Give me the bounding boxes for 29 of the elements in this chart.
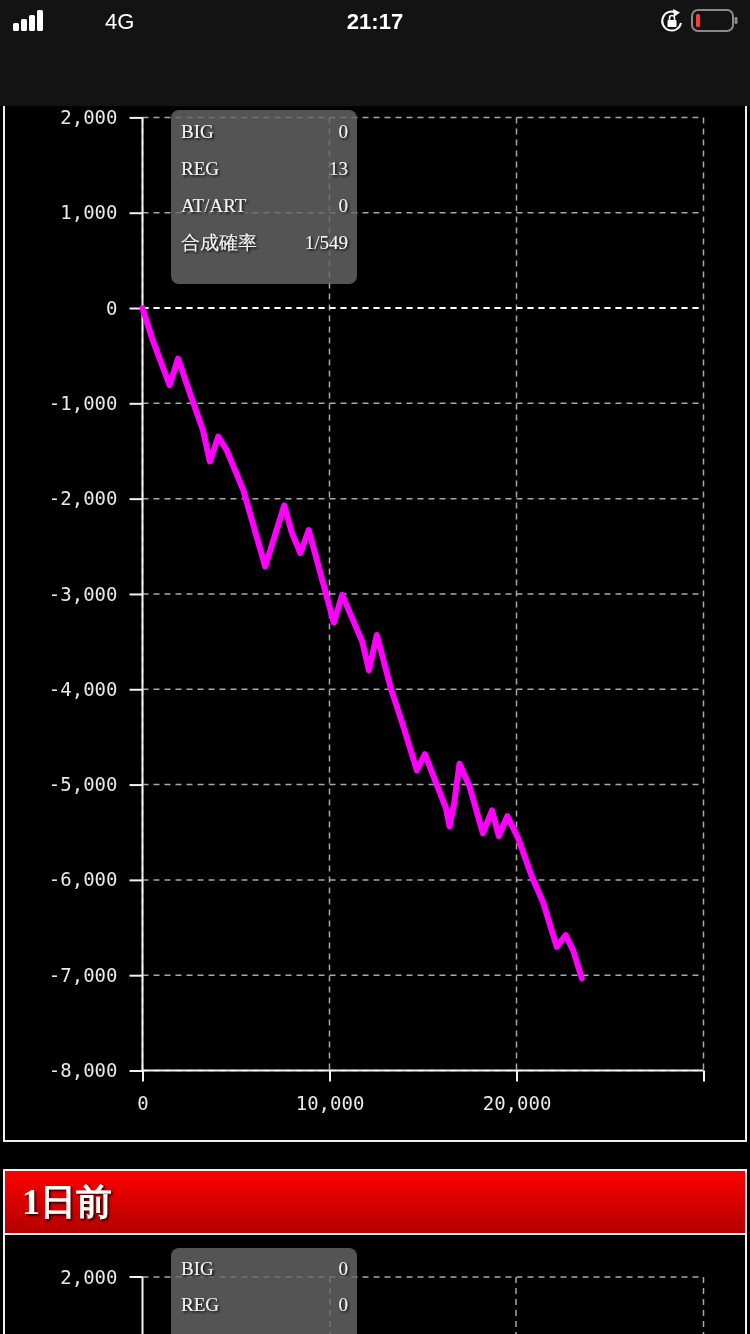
annotation: BIG <box>181 120 214 142</box>
text: 1日前 <box>22 1182 112 1222</box>
y-tick-label: -2,000 <box>48 487 118 510</box>
annotation: 0 <box>338 194 348 216</box>
text: 4G <box>105 8 135 34</box>
y-tick-label: -4,000 <box>48 677 118 700</box>
text: 0 <box>338 1257 348 1279</box>
y-tick-label: -5,000 <box>48 773 118 796</box>
annotation: REG <box>181 157 220 179</box>
y-tick-label: -6,000 <box>48 868 118 891</box>
annotation: 合成確率 <box>181 231 257 253</box>
x-tick-label: 20,000 <box>482 1091 552 1114</box>
annotation: 1/549 <box>304 231 348 253</box>
y-tick-label: 1,000 <box>60 201 118 224</box>
y-tick-label: -3,000 <box>48 582 118 605</box>
y-tick-label: -7,000 <box>48 963 118 986</box>
y-tick-label: 0 <box>106 296 118 319</box>
x-tick-label: 0 <box>137 1091 149 1114</box>
y-tick-label: -1,000 <box>48 391 118 414</box>
text: 0 <box>338 1293 348 1315</box>
annotation: AT/ART <box>181 194 247 216</box>
x-tick-label: 10,000 <box>295 1091 365 1114</box>
text: 21:17 <box>346 8 404 34</box>
y-tick-label: 2,000 <box>60 105 118 128</box>
annotation: 13 <box>329 157 348 179</box>
text: REG <box>181 1293 220 1315</box>
text: BIG <box>181 1257 214 1279</box>
y-tick-label: -8,000 <box>48 1059 118 1082</box>
annotation: 0 <box>338 120 348 142</box>
